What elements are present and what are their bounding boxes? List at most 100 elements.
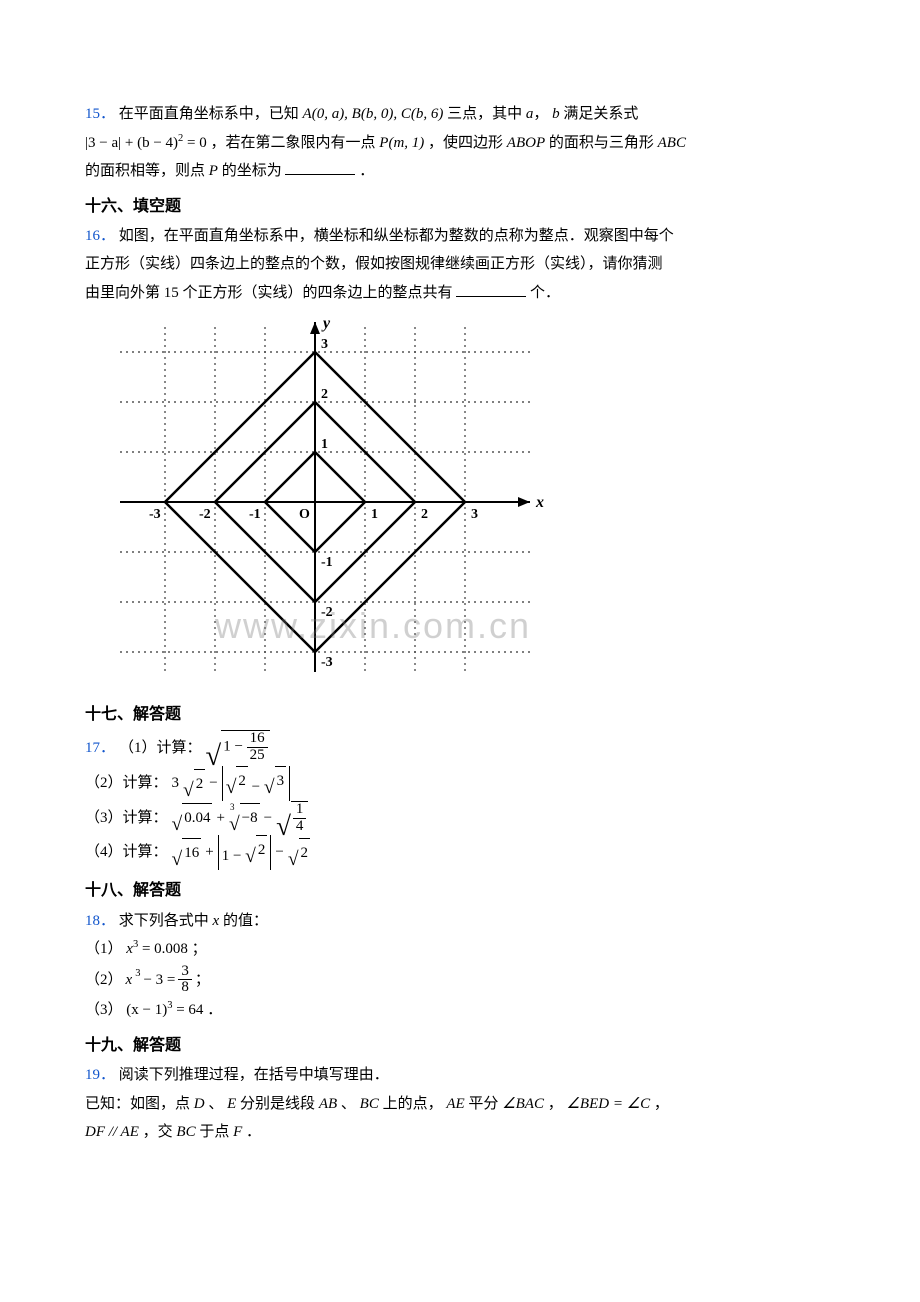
q17-p3-lead: （3）计算： <box>85 804 168 833</box>
q17-p3-sqrt1: √0.04 <box>172 803 213 833</box>
svg-text:-1: -1 <box>249 507 261 522</box>
q17-num: 17． <box>85 734 115 763</box>
svg-text:-3: -3 <box>321 655 333 670</box>
q19-ang2: ∠BED = ∠C <box>566 1096 650 1112</box>
q15-line3: 的面积相等，则点 P 的坐标为 ． <box>85 157 835 186</box>
q15-tri: ABC <box>658 135 686 151</box>
q19-comma: ， <box>548 1096 563 1112</box>
q17-p2-coef: 3 <box>172 769 180 798</box>
q18-p2-sup: 3 <box>135 964 140 984</box>
q19-BC2: BC <box>176 1124 195 1140</box>
q19-ang1: ∠BAC <box>502 1096 544 1112</box>
q17-p3-num: 1 <box>293 802 307 819</box>
q19-F: F <box>233 1124 242 1140</box>
q15-eq: |3 − a| + (b − 4)2 = 0 <box>85 135 211 151</box>
section-19-title: 十九、解答题 <box>85 1031 835 1061</box>
q15-t3: 满足关系式 <box>563 106 638 122</box>
svg-text:-3: -3 <box>149 507 161 522</box>
q18-p1-x: x <box>126 941 133 957</box>
q17-p3-den: 4 <box>293 819 307 835</box>
q18-x: x <box>213 913 220 929</box>
q17-p4-sqrt1: √16 <box>172 838 202 868</box>
q19-line1: 19． 阅读下列推理过程，在括号中填写理由． <box>85 1061 835 1090</box>
q19-line3: DF // AE ，交 BC 于点 F ． <box>85 1118 835 1147</box>
q15-pts: A(0, a), B(b, 0), C(b, 6) <box>303 106 444 122</box>
q15-quad: ABOP <box>507 135 545 151</box>
q17-p1-num: 16 <box>247 731 268 748</box>
q18-p3-period: ． <box>207 1002 222 1018</box>
q15-b: b <box>552 106 560 122</box>
q18-p2-lead: （2） <box>85 966 123 995</box>
q15-t1: 在平面直角坐标系中，已知 <box>119 106 299 122</box>
q19-num: 19． <box>85 1067 115 1083</box>
q19-E: E <box>227 1096 236 1112</box>
q17-p1-sqrt: √ 1 − 1625 <box>206 730 270 766</box>
q18-p1-semi: ； <box>192 941 207 957</box>
q16-line1: 16． 如图，在平面直角坐标系中，横坐标和纵坐标都为整数的点称为整点．观察图中每… <box>85 222 835 251</box>
svg-text:-1: -1 <box>321 555 333 570</box>
svg-text:1: 1 <box>371 507 378 522</box>
svg-text:y: y <box>321 317 331 332</box>
q15-t6: 的面积与三角形 <box>549 135 654 151</box>
svg-text:3: 3 <box>321 337 328 352</box>
q18-lead2: 的值： <box>223 913 268 929</box>
q17-p2-lead: （2）计算： <box>85 769 168 798</box>
q18-p3: （3） (x − 1)3 = 64 ． <box>85 996 835 1025</box>
q18-lead-text: 求下列各式中 <box>119 913 209 929</box>
section-16-title: 十六、填空题 <box>85 192 835 222</box>
svg-text:3: 3 <box>471 507 478 522</box>
q17-p4-abs-1: 1 <box>222 848 230 864</box>
q18-p2-mid: − 3 = <box>143 966 175 995</box>
q17-p2-abs-l: 2 <box>236 766 248 796</box>
q18-p1-lead: （1） <box>85 941 123 957</box>
q15-eq-body: |3 − a| + (b − 4) <box>85 135 178 151</box>
q19-t2e: 平分 <box>468 1096 498 1112</box>
q18-p3-r: = 64 <box>176 1002 203 1018</box>
q15-comma: ， <box>533 106 548 122</box>
q18-p3-lead: （3） <box>85 1002 123 1018</box>
q17-p2: （2）计算： 3 √2 − √2 − √3 <box>85 766 835 802</box>
q19-t2c: 分别是线段 <box>240 1096 315 1112</box>
q15-Pvar: P <box>209 163 218 179</box>
q17-p1-lead: （1）计算： <box>119 734 202 763</box>
q17-p2-sqrt1: √2 <box>183 769 205 799</box>
q16-figure: xy-3-2-1O123321-1-2-3 <box>115 317 545 677</box>
q18-p3-sup: 3 <box>167 1000 172 1011</box>
section-18-title: 十八、解答题 <box>85 876 835 906</box>
svg-text:O: O <box>299 507 310 522</box>
q19-t2b: 、 <box>208 1096 223 1112</box>
q19-AB: AB <box>319 1096 337 1112</box>
q19-line2: 已知：如图，点 D 、 E 分别是线段 AB 、 BC 上的点， AE 平分 ∠… <box>85 1090 835 1119</box>
svg-text:2: 2 <box>421 507 428 522</box>
q15-t5: ，使四边形 <box>428 135 503 151</box>
q15-line1: 15． 在平面直角坐标系中，已知 A(0, a), B(b, 0), C(b, … <box>85 100 835 129</box>
q17-p3-sqrt2: √ 14 <box>276 801 308 835</box>
q17-p2-abs-r: 3 <box>275 766 287 796</box>
q16-t3: 由里向外第 15 个正方形（实线）的四条边上的整点共有 <box>85 285 453 301</box>
section-17-title: 十七、解答题 <box>85 700 835 730</box>
q15-t7: 的面积相等，则点 <box>85 163 205 179</box>
q16-figure-wrap: xy-3-2-1O123321-1-2-3 www.zixin.com.cn <box>85 307 835 694</box>
q18-p2: （2） x3 − 3 = 38 ； <box>85 964 835 997</box>
q16-num: 16． <box>85 228 115 244</box>
q15-line2: |3 − a| + (b − 4)2 = 0 ，若在第二象限内有一点 P(m, … <box>85 129 835 158</box>
q17-p4: （4）计算： √16 + 1 − √2 − √2 <box>85 835 835 871</box>
q16-line3: 由里向外第 15 个正方形（实线）的四条边上的整点共有 个． <box>85 279 835 308</box>
q17-p2-abs: √2 − √3 <box>222 766 290 802</box>
q17-p4-lead: （4）计算： <box>85 838 168 867</box>
q18-p1-r: = 0.008 <box>142 941 188 957</box>
svg-text:1: 1 <box>321 437 328 452</box>
q18-p2-semi: ； <box>195 966 210 995</box>
svg-text:x: x <box>535 494 544 511</box>
q18-p1-sup: 3 <box>133 939 138 950</box>
q16-t4: 个． <box>530 285 560 301</box>
q19-t2d: 上的点， <box>383 1096 443 1112</box>
q19-t3a: DF // AE <box>85 1124 139 1140</box>
q17-p4-abs-sqrt: 2 <box>256 835 268 865</box>
q18-lead: 18． 求下列各式中 x 的值： <box>85 907 835 936</box>
q19-t1: 阅读下列推理过程，在括号中填写理由． <box>119 1067 389 1083</box>
q15-P: P(m, 1) <box>379 135 424 151</box>
q17-p1: 17． （1）计算： √ 1 − 1625 <box>85 730 835 766</box>
q17-p1-den: 25 <box>247 748 268 764</box>
q19-t2b2: 、 <box>341 1096 356 1112</box>
